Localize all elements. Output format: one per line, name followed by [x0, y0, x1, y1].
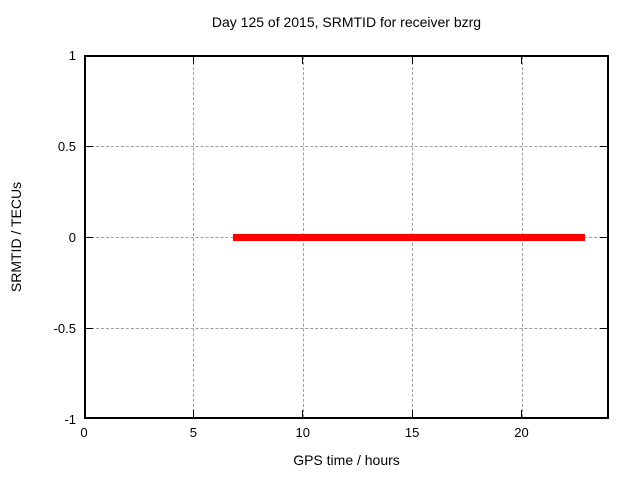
x-tick-bottom — [411, 410, 413, 417]
y-tick-label: 0.5 — [57, 139, 76, 154]
chart-title: Day 125 of 2015, SRMTID for receiver bzr… — [211, 14, 482, 30]
y-gridline — [86, 328, 607, 329]
x-tick-top — [192, 57, 194, 64]
plot-area — [84, 55, 609, 419]
x-tick-top — [521, 57, 522, 64]
y-tick-right — [600, 145, 607, 147]
x-tick-bottom — [302, 410, 304, 417]
y-gridline — [86, 146, 607, 147]
x-tick-top — [302, 57, 304, 64]
x-tick-label: 15 — [404, 425, 420, 440]
y-tick-label: -1 — [64, 412, 76, 427]
x-tick-bottom — [521, 410, 522, 417]
x-tick-bottom — [192, 410, 194, 417]
x-tick-label: 5 — [189, 425, 197, 440]
y-tick-right — [600, 327, 607, 329]
y-tick-left — [86, 236, 93, 238]
y-tick-left — [86, 145, 93, 147]
y-axis-label: SRMTID / TECUs — [8, 181, 24, 293]
x-tick-label: 10 — [295, 425, 310, 440]
x-tick-label: 0 — [80, 425, 88, 440]
y-tick-label: 1 — [68, 48, 76, 63]
y-tick-label: 0 — [68, 230, 76, 245]
y-tick-label: -0.5 — [53, 321, 76, 336]
y-tick-left — [86, 327, 93, 329]
x-tick-top — [411, 57, 413, 64]
data-series-srmtid — [232, 233, 585, 241]
x-tick-label: 20 — [514, 425, 529, 440]
y-tick-right — [600, 236, 607, 238]
x-axis-label: GPS time / hours — [293, 452, 400, 468]
